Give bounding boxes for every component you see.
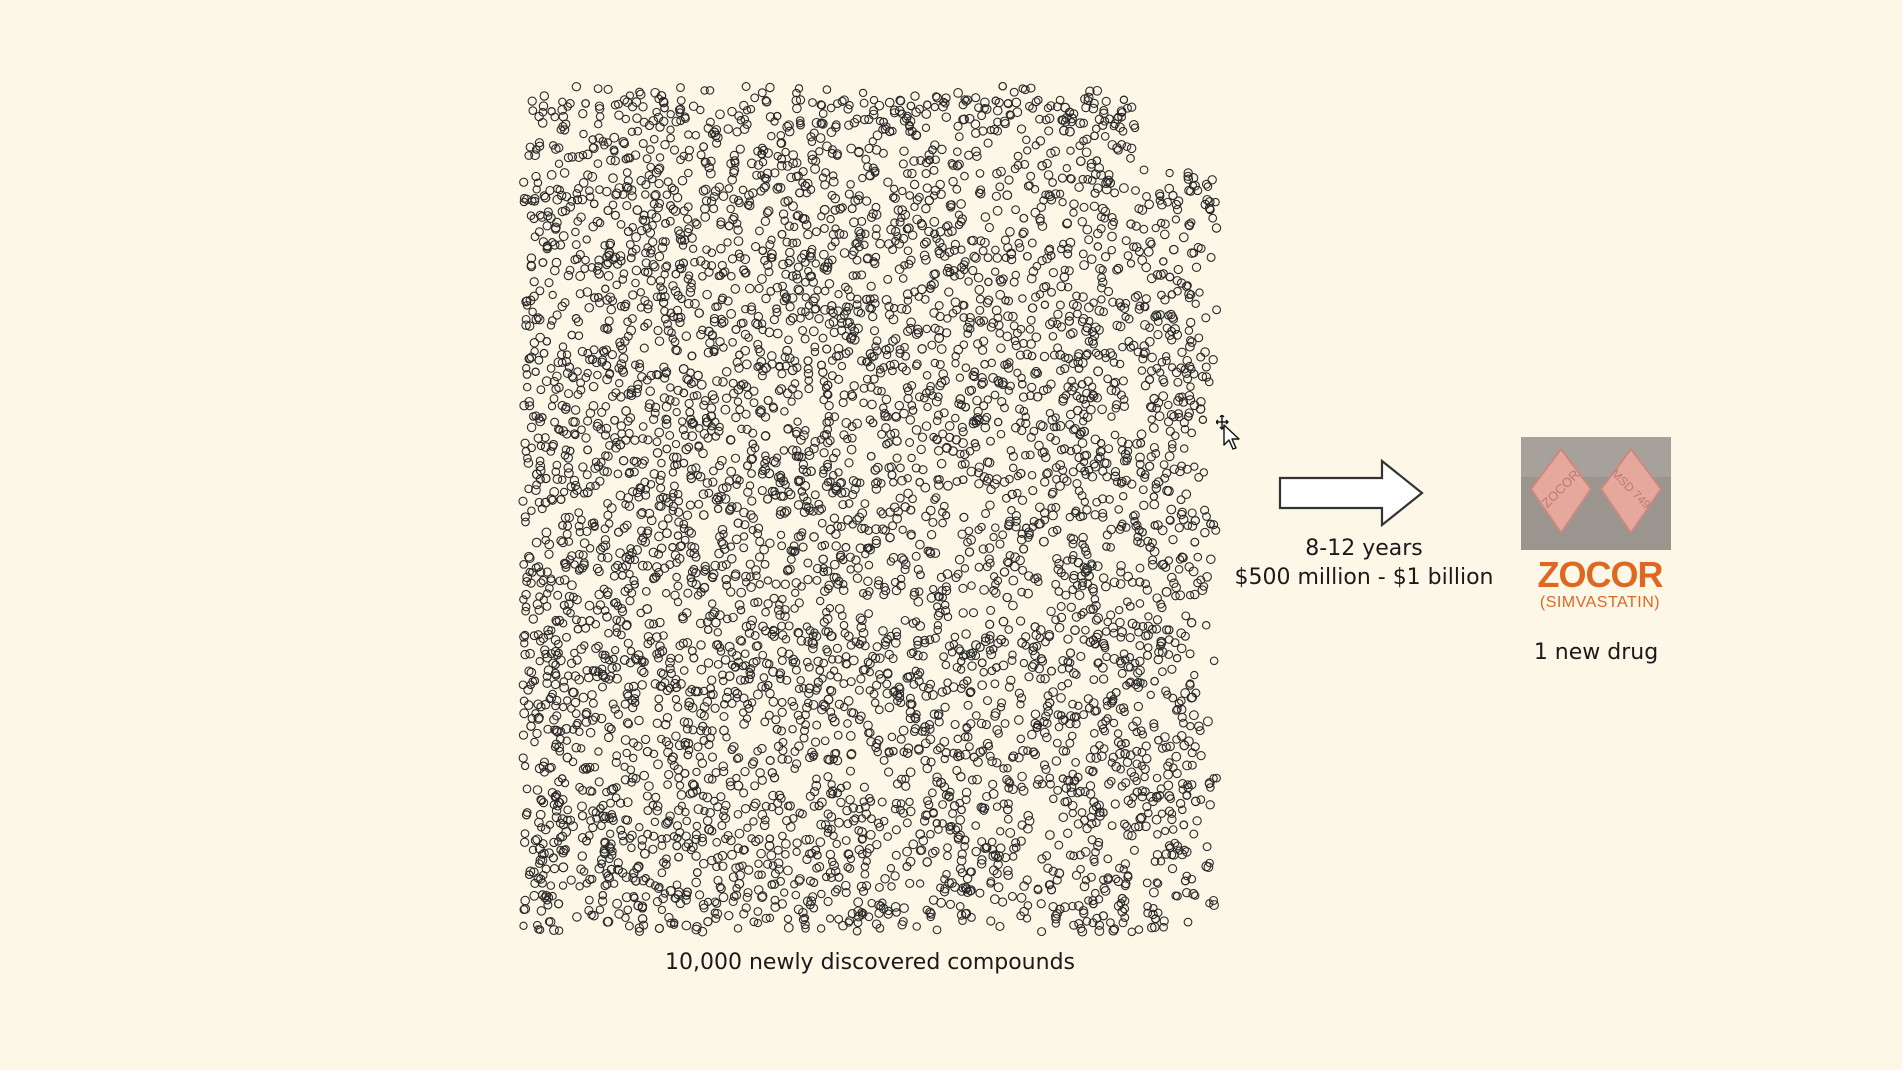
drug-logo: ZOCOR (SIMVASTATIN): [1530, 556, 1670, 612]
drug-caption: 1 new drug: [1533, 640, 1659, 665]
timeline-caption: 8-12 years $500 million - $1 billion: [1224, 534, 1504, 592]
right-arrow-icon: [1278, 458, 1424, 528]
pill-left: ZOCOR: [1530, 448, 1592, 534]
move-cursor-icon: [1216, 415, 1240, 450]
brand-name: ZOCOR: [1537, 554, 1664, 595]
pill-right: MSD 749: [1600, 448, 1662, 534]
compound-circles: [518, 81, 1222, 937]
generic-name: (SIMVASTATIN): [1539, 594, 1661, 611]
compound-field: [518, 81, 1222, 937]
pill-photo: ZOCOR MSD 749: [1521, 437, 1671, 550]
compounds-caption: 10,000 newly discovered compounds: [665, 950, 1075, 975]
duration-label: 8-12 years: [1305, 536, 1423, 561]
cost-label: $500 million - $1 billion: [1234, 565, 1494, 590]
